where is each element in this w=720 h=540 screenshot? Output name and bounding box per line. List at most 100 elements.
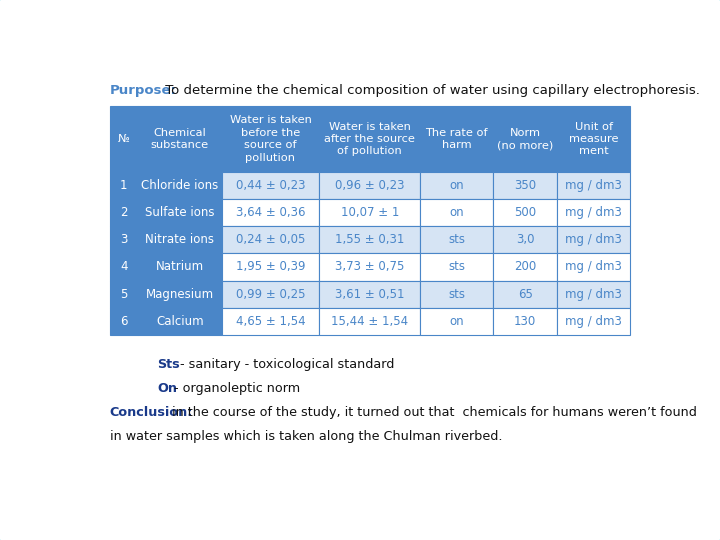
Text: On: On [157,382,177,395]
Text: Norm
(no more): Norm (no more) [497,128,554,150]
Bar [222,172,320,199]
Bar [320,308,420,335]
Bar [138,172,222,199]
Text: 130: 130 [514,315,536,328]
Bar [320,281,420,308]
Bar [493,226,557,253]
Text: 4: 4 [120,260,127,273]
Text: 3,64 ± 0,36: 3,64 ± 0,36 [235,206,305,219]
Bar [557,253,630,281]
Bar [222,308,320,335]
Bar [320,199,420,226]
Bar [138,308,222,335]
Text: in the course of the study, it turned out that  chemicals for humans weren’t fou: in the course of the study, it turned ou… [168,406,697,419]
Bar [109,199,138,226]
Text: Water is taken
after the source
of pollution: Water is taken after the source of pollu… [325,122,415,157]
Text: To determine the chemical composition of water using capillary electrophoresis.: To determine the chemical composition of… [161,84,700,97]
Bar [557,308,630,335]
Text: 200: 200 [514,260,536,273]
Bar [320,172,420,199]
Bar [493,308,557,335]
Bar [557,226,630,253]
Bar [222,199,320,226]
Bar [138,106,222,172]
Text: - organoleptic norm: - organoleptic norm [171,382,300,395]
Text: sts: sts [449,233,465,246]
Bar [420,253,493,281]
Bar [222,106,320,172]
Text: 1,55 ± 0,31: 1,55 ± 0,31 [335,233,405,246]
Text: 15,44 ± 1,54: 15,44 ± 1,54 [331,315,408,328]
Bar [222,281,320,308]
Text: sts: sts [449,288,465,301]
Bar [493,253,557,281]
Text: 3,0: 3,0 [516,233,534,246]
Bar [557,106,630,172]
Bar [109,226,138,253]
Text: on: on [449,315,464,328]
Bar [557,199,630,226]
Bar [493,172,557,199]
Text: sts: sts [449,260,465,273]
Text: №: № [118,134,130,144]
Bar [420,226,493,253]
Bar [138,226,222,253]
Bar [557,172,630,199]
Text: 5: 5 [120,288,127,301]
Text: Purpose:: Purpose: [109,84,176,97]
Bar [109,308,138,335]
Text: 4,65 ± 1,54: 4,65 ± 1,54 [235,315,305,328]
Bar [493,106,557,172]
Text: 2: 2 [120,206,127,219]
Text: 3,73 ± 0,75: 3,73 ± 0,75 [335,260,405,273]
Text: Chloride ions: Chloride ions [141,179,218,192]
Text: 0,96 ± 0,23: 0,96 ± 0,23 [335,179,405,192]
Bar [109,281,138,308]
Text: 0,99 ± 0,25: 0,99 ± 0,25 [235,288,305,301]
Bar [420,199,493,226]
Text: Sts: Sts [157,357,179,370]
Text: Water is taken
before the
source of
pollution: Water is taken before the source of poll… [230,116,312,163]
Text: in water samples which is taken along the Chulman riverbed.: in water samples which is taken along th… [109,430,502,443]
Bar [222,253,320,281]
Text: on: on [449,179,464,192]
Text: 10,07 ± 1: 10,07 ± 1 [341,206,399,219]
Text: Calcium: Calcium [156,315,204,328]
Text: mg / dm3: mg / dm3 [565,315,622,328]
Text: 65: 65 [518,288,533,301]
Text: 3,61 ± 0,51: 3,61 ± 0,51 [335,288,405,301]
Bar [420,308,493,335]
Text: 0,24 ± 0,05: 0,24 ± 0,05 [235,233,305,246]
Text: 6: 6 [120,315,127,328]
Text: on: on [449,206,464,219]
Text: mg / dm3: mg / dm3 [565,206,622,219]
Text: Nitrate ions: Nitrate ions [145,233,215,246]
Text: Magnesium: Magnesium [145,288,214,301]
Bar [138,281,222,308]
Text: 0,44 ± 0,23: 0,44 ± 0,23 [235,179,305,192]
Bar [138,199,222,226]
Text: 350: 350 [514,179,536,192]
Text: Chemical
substance: Chemical substance [150,128,209,150]
Bar [109,172,138,199]
Text: mg / dm3: mg / dm3 [565,260,622,273]
Bar [320,106,420,172]
Bar [557,281,630,308]
Bar [493,281,557,308]
Bar [493,199,557,226]
Text: 3: 3 [120,233,127,246]
Text: Sulfate ions: Sulfate ions [145,206,215,219]
Text: 1: 1 [120,179,127,192]
Bar [109,106,138,172]
Bar [420,172,493,199]
Bar [420,106,493,172]
Bar [222,226,320,253]
Bar [320,226,420,253]
Text: 1,95 ± 0,39: 1,95 ± 0,39 [235,260,305,273]
Text: mg / dm3: mg / dm3 [565,233,622,246]
Text: mg / dm3: mg / dm3 [565,179,622,192]
Bar [138,253,222,281]
Bar [320,253,420,281]
Text: 500: 500 [514,206,536,219]
Text: Natrium: Natrium [156,260,204,273]
